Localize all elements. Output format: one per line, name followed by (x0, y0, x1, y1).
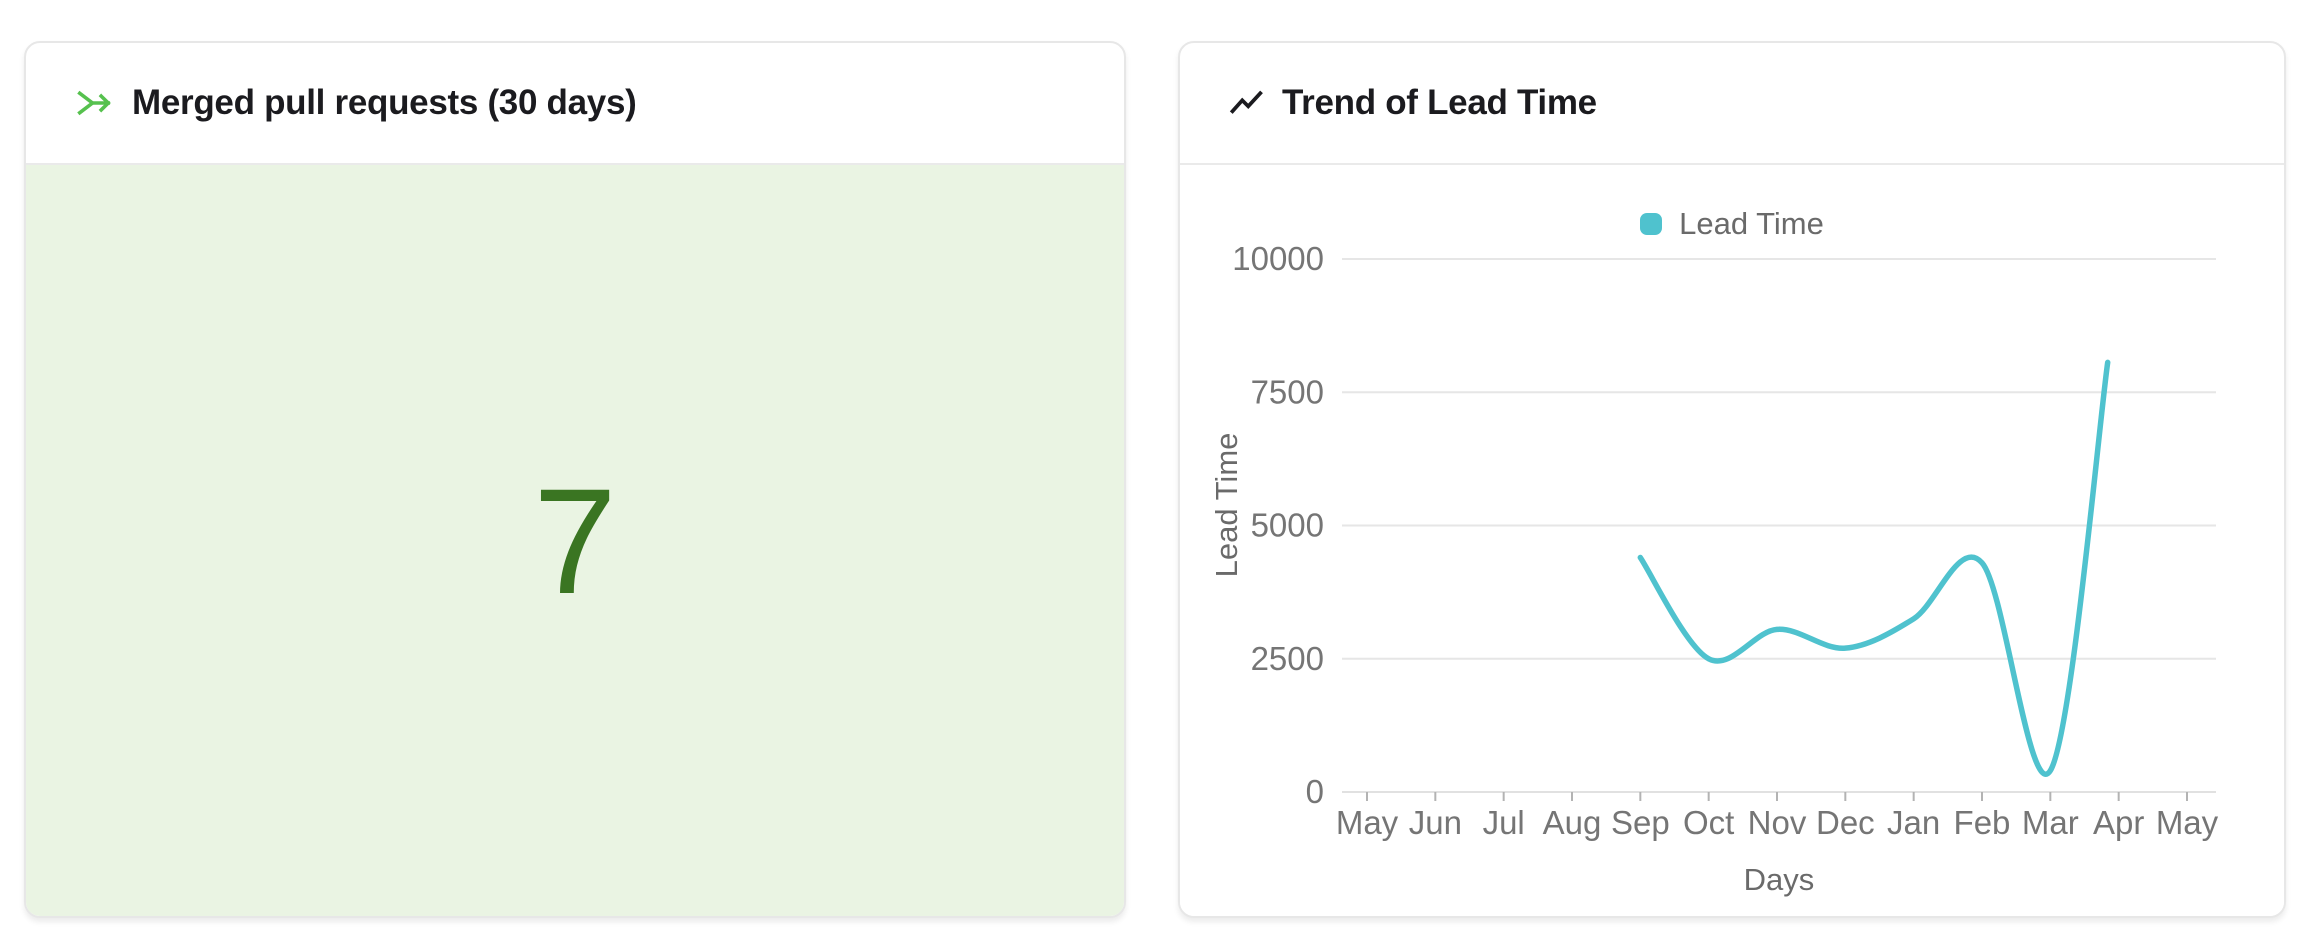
svg-text:Jan: Jan (1887, 804, 1940, 841)
svg-text:Apr: Apr (2093, 804, 2144, 841)
svg-text:2500: 2500 (1251, 640, 1324, 677)
lead-time-card-title: Trend of Lead Time (1282, 83, 1597, 122)
y-gridlines (1342, 258, 2216, 793)
svg-text:10000: 10000 (1232, 240, 1324, 277)
svg-text:Mar: Mar (2022, 804, 2079, 841)
svg-text:5000: 5000 (1251, 507, 1324, 544)
merged-pr-card: Merged pull requests (30 days) 7 (24, 41, 1126, 918)
svg-text:7500: 7500 (1251, 373, 1324, 410)
git-merge-icon (72, 85, 116, 121)
svg-text:Aug: Aug (1543, 804, 1602, 841)
trend-up-icon (1226, 85, 1266, 121)
legend-label-lead-time: Lead Time (1679, 206, 1824, 241)
svg-text:May: May (2156, 804, 2219, 841)
x-axis-title: Days (1744, 862, 1815, 897)
svg-text:Feb: Feb (1954, 804, 2011, 841)
series-line-lead-time (1637, 359, 2111, 777)
y-axis-labels: 0 2500 5000 7500 10000 (1232, 240, 1324, 810)
merged-pr-stat-panel: 7 (26, 165, 1124, 916)
merged-pr-card-header: Merged pull requests (30 days) (26, 43, 1124, 165)
svg-text:Dec: Dec (1816, 804, 1875, 841)
lead-time-card-header: Trend of Lead Time (1180, 43, 2284, 165)
x-axis-labels: May Jun Jul Aug Sep Oct Nov Dec Jan Feb Mar Apr May (1336, 804, 2219, 841)
chart-legend[interactable]: Lead Time (1180, 206, 2284, 242)
svg-text:0: 0 (1306, 773, 1324, 810)
svg-text:Sep: Sep (1611, 804, 1670, 841)
merged-pr-count: 7 (533, 456, 617, 625)
svg-text:Oct: Oct (1683, 804, 1734, 841)
merged-pr-card-title: Merged pull requests (30 days) (132, 83, 637, 122)
svg-text:May: May (1336, 804, 1399, 841)
lead-time-chart-area: 0 2500 5000 7500 10000 May Jun Jul Aug Sep Oct Nov D… (1180, 165, 2284, 916)
svg-text:Nov: Nov (1748, 804, 1807, 841)
svg-text:Jun: Jun (1409, 804, 1462, 841)
y-axis-title: Lead Time (1209, 433, 1244, 578)
x-axis-ticks (1366, 792, 2188, 801)
lead-time-card: Trend of Lead Time 0 2500 5000 7500 10000 May… (1178, 41, 2286, 918)
legend-swatch-lead-time (1640, 213, 1663, 235)
svg-text:Jul: Jul (1483, 804, 1525, 841)
